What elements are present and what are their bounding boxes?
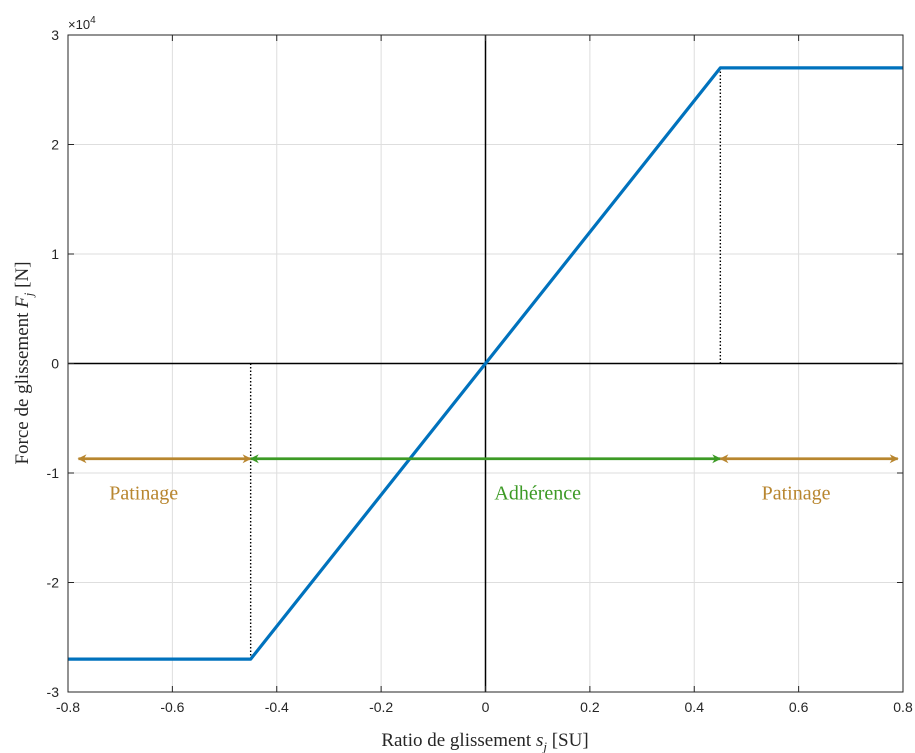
x-label-suffix: [SU] [547, 730, 589, 751]
x-label-sub: j [541, 739, 547, 753]
y-axis-exponent: ×104 [68, 15, 96, 32]
y-axis-ticks: -3 -2 -1 0 1 2 3 [47, 27, 903, 700]
x-tick-label: 0.2 [580, 699, 600, 715]
x-tick-label: 0.6 [789, 699, 809, 715]
y-tick-label: -2 [47, 575, 60, 591]
x-tick-label: 0.4 [685, 699, 705, 715]
slip-force-curve [68, 66, 903, 661]
data-series [68, 66, 903, 661]
y-label-var: F [12, 296, 33, 309]
y-axis-label: Force de glissement Fj [N] [12, 261, 36, 464]
annotation-label: Adhérence [494, 483, 581, 505]
y-label-sub: j [21, 292, 36, 298]
y-label-suffix: [N] [12, 261, 33, 292]
annotation-label: Patinage [762, 483, 831, 505]
y-exponent-power: 4 [90, 15, 96, 26]
y-tick-label: -3 [47, 684, 60, 700]
x-label-var: s [536, 730, 543, 751]
x-axis-ticks: -0.8 -0.6 -0.4 -0.2 0 0.2 0.4 0.6 0.8 [56, 35, 913, 715]
y-tick-label: 0 [51, 356, 59, 372]
y-label-prefix: Force de glissement [12, 308, 33, 465]
x-tick-label: -0.6 [160, 699, 184, 715]
x-tick-label: -0.4 [265, 699, 289, 715]
x-axis-label: Ratio de glissement sj [SU] [381, 730, 588, 753]
x-tick-label: 0 [482, 699, 490, 715]
annotations: Patinage Adhérence Patinage [109, 483, 830, 505]
y-tick-label: 3 [51, 27, 59, 43]
y-exponent-base: ×10 [68, 17, 90, 32]
x-tick-label: 0.8 [893, 699, 913, 715]
y-tick-label: 1 [51, 246, 59, 262]
x-label-prefix: Ratio de glissement [381, 730, 536, 751]
annotation-label: Patinage [109, 483, 178, 505]
x-tick-label: -0.2 [369, 699, 393, 715]
x-tick-label: -0.8 [56, 699, 80, 715]
y-tick-label: 2 [51, 137, 59, 153]
y-tick-label: -1 [47, 465, 60, 481]
